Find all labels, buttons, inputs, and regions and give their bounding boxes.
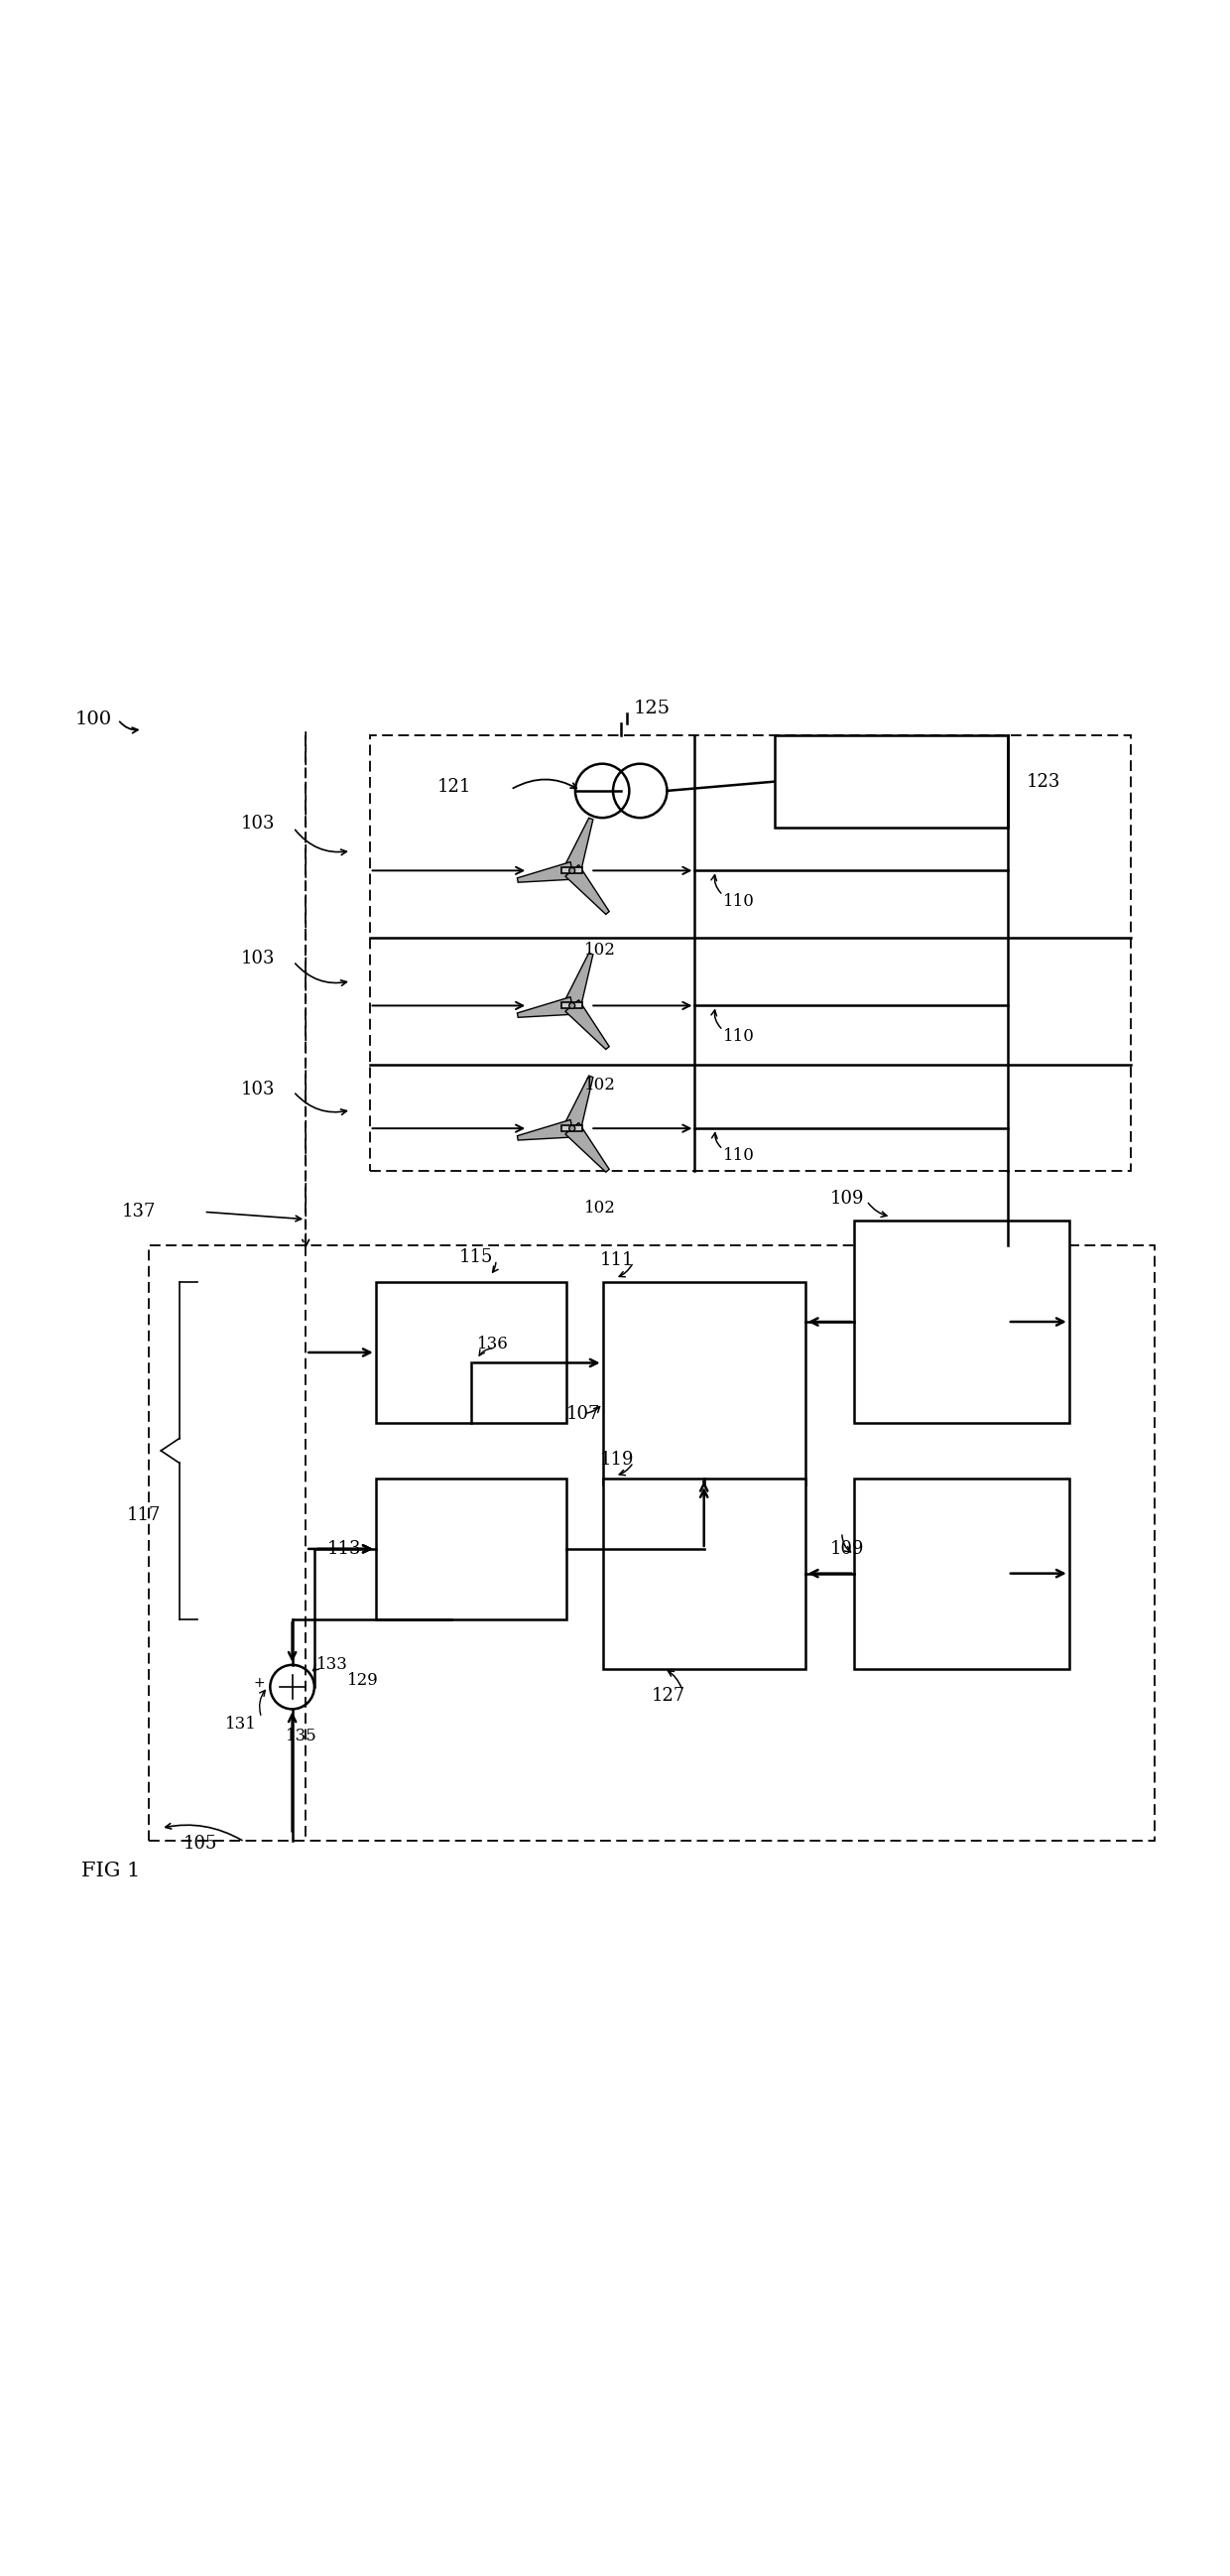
Bar [369,737,1130,1172]
Text: 110: 110 [723,1146,755,1164]
Text: 133: 133 [316,1656,348,1674]
Text: 123: 123 [1026,773,1060,791]
Bar [855,1479,1069,1669]
Polygon shape [566,1123,609,1172]
Text: 121: 121 [437,778,471,796]
Bar [375,1283,566,1422]
Circle shape [569,1002,574,1010]
Circle shape [569,868,574,873]
Text: 129: 129 [347,1672,379,1690]
Text: 119: 119 [600,1450,635,1468]
Text: 115: 115 [459,1249,493,1267]
Text: 103: 103 [241,1079,276,1097]
Text: 111: 111 [600,1252,635,1270]
Text: +: + [253,1674,264,1690]
Bar [775,737,1007,827]
Text: 102: 102 [584,1077,616,1095]
Polygon shape [563,953,593,1010]
Bar [855,1221,1069,1422]
Polygon shape [563,819,593,873]
Polygon shape [563,1077,593,1131]
Text: 110: 110 [723,1028,755,1046]
Text: 109: 109 [830,1540,863,1558]
Text: 117: 117 [127,1507,161,1525]
Text: 137: 137 [122,1203,156,1221]
Polygon shape [518,863,573,884]
Bar [603,1283,806,1484]
Polygon shape [518,1121,573,1141]
Text: 100: 100 [75,711,112,729]
Polygon shape [566,999,609,1048]
Text: 127: 127 [652,1687,686,1705]
Text: 131: 131 [225,1716,256,1731]
Text: 110: 110 [723,894,755,909]
Polygon shape [518,997,573,1018]
Bar [562,1126,582,1131]
Bar [603,1479,806,1669]
Circle shape [569,1126,574,1131]
Text: FIG 1: FIG 1 [81,1862,140,1880]
Text: 109: 109 [830,1190,863,1208]
Text: 136: 136 [477,1337,508,1352]
Bar [149,1244,1155,1839]
Polygon shape [566,866,609,914]
Bar [375,1479,566,1620]
Text: 102: 102 [584,943,616,958]
Bar [562,1002,582,1010]
Text: 125: 125 [633,701,670,719]
Text: 135: 135 [285,1728,317,1744]
Text: 102: 102 [584,1200,616,1216]
Text: 103: 103 [241,814,276,832]
Text: 103: 103 [241,951,276,969]
Text: 105: 105 [183,1834,218,1852]
Text: 113: 113 [327,1540,360,1558]
Text: 107: 107 [566,1404,600,1422]
Bar [562,868,582,873]
